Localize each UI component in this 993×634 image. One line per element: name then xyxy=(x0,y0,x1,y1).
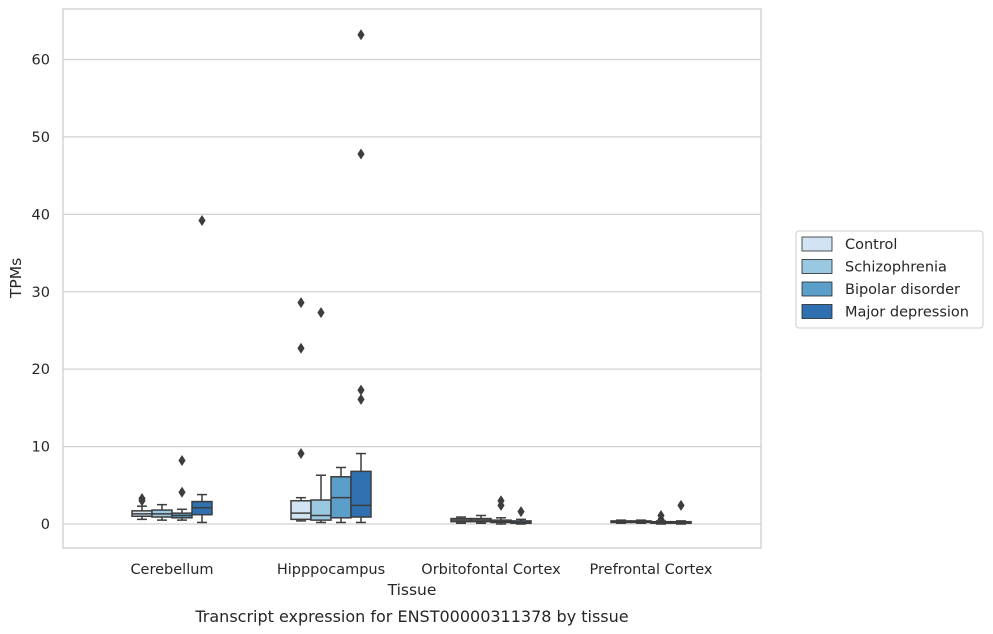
outlier-point xyxy=(657,509,665,521)
legend-swatch xyxy=(801,236,833,252)
outlier-point xyxy=(357,29,365,41)
box-control xyxy=(131,492,153,521)
y-tick-label: 20 xyxy=(32,362,50,378)
outlier-point xyxy=(497,495,505,507)
outlier-point xyxy=(357,384,365,396)
box-bipolar-disorder xyxy=(490,495,512,525)
box-major-depression xyxy=(191,215,213,524)
box-bipolar-disorder xyxy=(330,466,352,524)
x-axis-label: Tissue xyxy=(387,581,437,599)
box-iqr xyxy=(310,499,332,521)
box-schizophrenia xyxy=(310,307,332,524)
outlier-point xyxy=(138,492,146,504)
outlier-point xyxy=(297,342,305,354)
y-tick-label: 0 xyxy=(41,517,50,533)
x-tick-label: Cerebellum xyxy=(130,562,213,578)
x-tick-label: Orbitofontal Cortex xyxy=(421,562,561,578)
chart-caption: Transcript expression for ENST0000031137… xyxy=(194,607,628,626)
y-tick-label: 30 xyxy=(32,285,50,301)
box-iqr xyxy=(290,500,312,521)
y-tick-label: 60 xyxy=(32,53,50,69)
box-iqr xyxy=(350,470,372,518)
outlier-point xyxy=(677,499,685,511)
box-control xyxy=(610,519,632,524)
box-major-depression xyxy=(350,29,372,524)
outlier-point xyxy=(357,393,365,405)
box-schizophrenia xyxy=(151,503,173,521)
outlier-point xyxy=(297,448,305,460)
legend-swatch xyxy=(801,259,833,274)
x-tick-label: Hipppocampus xyxy=(277,562,385,578)
legend-swatch xyxy=(801,281,833,297)
outlier-point xyxy=(178,455,186,467)
legend-label: Control xyxy=(845,237,897,253)
legend-label: Schizophrenia xyxy=(845,260,947,276)
legend-label: Major depression xyxy=(845,305,969,321)
y-tick-labels: 0 10 20 30 40 50 60 xyxy=(32,53,50,534)
plot-frame xyxy=(62,8,762,549)
box-bipolar-disorder xyxy=(650,509,672,525)
outlier-point xyxy=(357,148,365,160)
y-axis-label: TPMs xyxy=(7,258,25,299)
outlier-point xyxy=(198,215,206,227)
outlier-point xyxy=(517,506,525,518)
box-major-depression xyxy=(510,506,532,525)
box-schizophrenia xyxy=(630,519,652,524)
y-grid xyxy=(63,58,761,525)
box-control xyxy=(450,516,472,524)
y-tick-label: 10 xyxy=(32,440,50,456)
box-control xyxy=(290,297,312,522)
outlier-point xyxy=(317,307,325,319)
legend-swatch xyxy=(801,304,833,319)
x-tick-labels: Cerebellum Hipppocampus Orbitofontal Corte… xyxy=(130,562,712,578)
x-tick-label: Prefrontal Cortex xyxy=(590,562,713,578)
legend-frame xyxy=(795,230,984,329)
box-bipolar-disorder xyxy=(171,455,193,521)
legend-label: Bipolar disorder xyxy=(845,282,960,298)
box-major-depression xyxy=(670,499,692,525)
y-tick-label: 50 xyxy=(32,130,50,146)
outlier-point xyxy=(297,297,305,309)
outlier-point xyxy=(178,486,186,498)
box-series xyxy=(131,29,692,525)
legend: Control Schizophrenia Bipolar disorder Majo… xyxy=(795,230,984,329)
y-tick-label: 40 xyxy=(32,207,50,223)
box-schizophrenia xyxy=(470,514,492,524)
